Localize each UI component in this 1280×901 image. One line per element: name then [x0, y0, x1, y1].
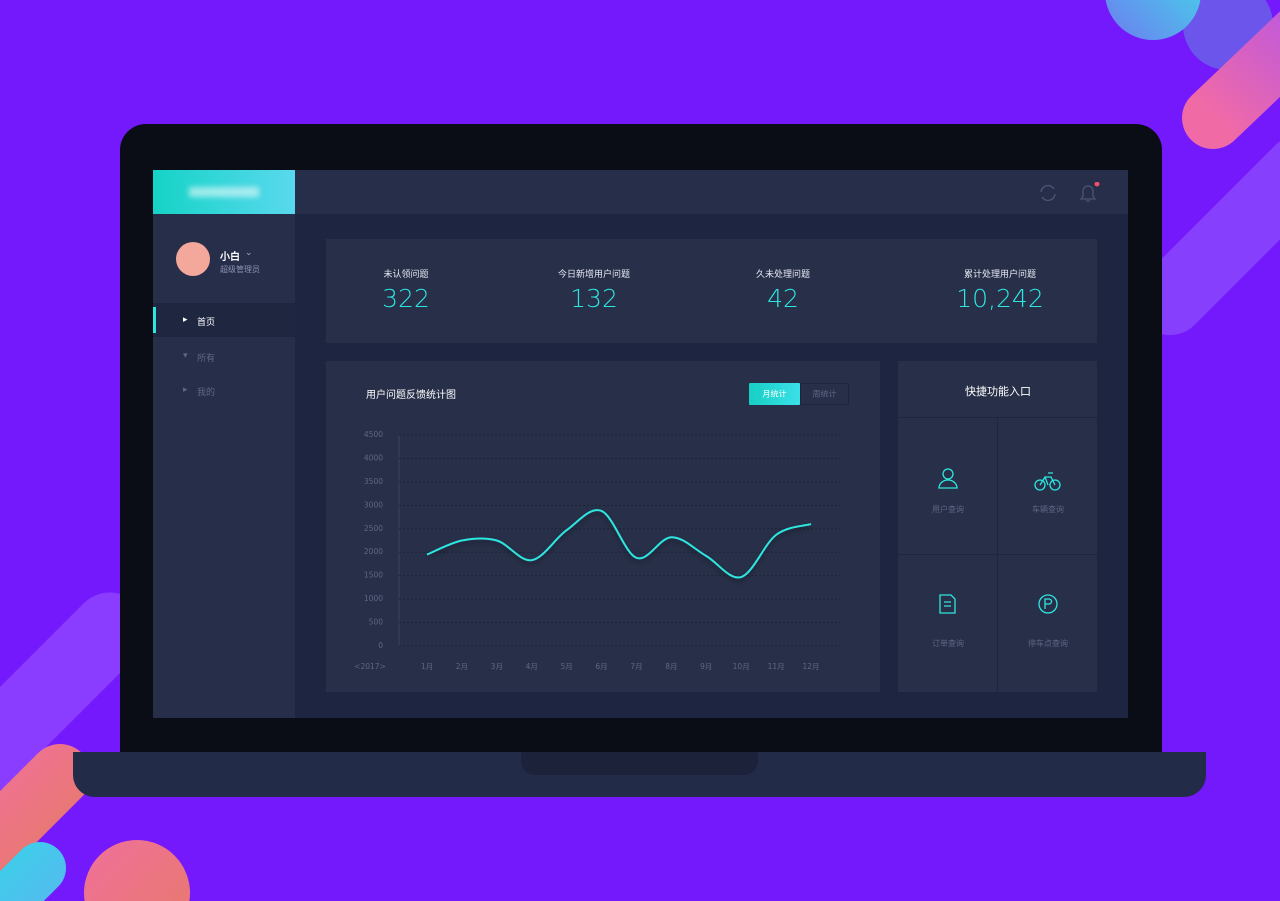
- menu-item[interactable]: 所有: [197, 354, 216, 364]
- user-role: 超级管理员: [220, 265, 260, 274]
- shortcut-label[interactable]: 用户查询: [932, 505, 964, 514]
- x-tick-label: 3月: [491, 662, 503, 671]
- stat-value: 322: [382, 284, 430, 313]
- shortcuts-card: 快捷功能入口 用户查询 车辆查询 订单查询 停车点查询: [898, 361, 1097, 692]
- menu-caret: ▸: [183, 315, 188, 325]
- logo-blur: [189, 187, 259, 197]
- shortcut-label[interactable]: 车辆查询: [1032, 505, 1064, 514]
- chart: 用户问题反馈统计图 月统计 周统计 <2017> 0 500 1000 1500 200…: [354, 383, 849, 671]
- stat-value: 42: [767, 284, 799, 313]
- x-axis-label: <2017>: [354, 662, 386, 671]
- divider: [898, 554, 1097, 555]
- menu-item[interactable]: 首页: [197, 318, 216, 328]
- shortcut-icons: [938, 468, 1061, 614]
- screen: 小白 ⌄ 超级管理员 ▸ 首页 ▾ 所有 ▸ 我的 未认领问题 322 今日新增…: [153, 170, 1128, 718]
- shortcut-label[interactable]: 停车点查询: [1028, 639, 1068, 648]
- x-tick-label: 1月: [421, 662, 433, 671]
- refresh-icon[interactable]: [1040, 184, 1056, 202]
- y-tick-label: 500: [369, 618, 384, 627]
- stat-value: 132: [570, 284, 618, 313]
- sidebar: 小白 ⌄ 超级管理员 ▸ 首页 ▾ 所有 ▸ 我的: [153, 214, 295, 718]
- user-icon[interactable]: [938, 468, 958, 489]
- x-tick-label: 8月: [665, 662, 677, 671]
- stat-label: 累计处理用户问题: [963, 270, 1037, 280]
- stat-label: 久未处理问题: [755, 270, 811, 280]
- shortcut-label[interactable]: 订单查询: [932, 639, 964, 648]
- top-bar: [153, 170, 1128, 214]
- tab-label[interactable]: 周统计: [813, 389, 837, 399]
- y-tick-label: 1500: [364, 571, 383, 580]
- stat-label: 今日新增用户问题: [557, 270, 631, 280]
- x-tick-label: 11月: [768, 662, 785, 671]
- y-tick-label: 2000: [364, 547, 383, 556]
- y-tick-label: 1000: [364, 594, 383, 603]
- y-tick-label: 3500: [364, 477, 383, 486]
- notification-dot: [1094, 182, 1100, 187]
- menu-item[interactable]: 我的: [197, 388, 216, 398]
- menu-active-bg: [153, 303, 295, 337]
- logo: [153, 170, 295, 214]
- x-tick-label: 9月: [700, 662, 712, 671]
- y-tick-label: 0: [378, 641, 383, 650]
- x-tick-label: 4月: [526, 662, 538, 671]
- x-tick-label: 12月: [802, 662, 819, 671]
- chart-title: 用户问题反馈统计图: [366, 388, 456, 401]
- bike-icon[interactable]: [1034, 472, 1061, 491]
- y-tick-label: 4500: [364, 430, 383, 439]
- bell-icon[interactable]: [1079, 185, 1097, 202]
- y-tick-label: 4000: [364, 453, 383, 462]
- y-tick-label: 3000: [364, 500, 383, 509]
- tab[interactable]: [800, 383, 849, 405]
- y-tick-label: 2500: [364, 524, 383, 533]
- chevron[interactable]: ⌄: [245, 248, 253, 258]
- avatar: [176, 242, 210, 276]
- data-line: [426, 509, 812, 579]
- stat-value: 10,242: [956, 284, 1044, 313]
- chart-card: [326, 361, 880, 692]
- order-icon[interactable]: [939, 594, 956, 614]
- x-tick-label: 2月: [456, 662, 468, 671]
- x-tick-label: 6月: [595, 662, 607, 671]
- stat-label: 未认领问题: [383, 270, 429, 280]
- tab-active[interactable]: [749, 383, 800, 405]
- tab-label[interactable]: 月统计: [763, 389, 787, 399]
- stats-card: 未认领问题 322 今日新增用户问题 132 久未处理问题 42 累计处理用户问…: [326, 239, 1097, 343]
- laptop-notch: [521, 752, 758, 775]
- x-tick-label: 7月: [630, 662, 642, 671]
- menu-active-bar: [153, 307, 156, 333]
- x-tick-label: 5月: [560, 662, 572, 671]
- menu-caret: ▾: [183, 351, 188, 361]
- top-icons: [1040, 182, 1100, 202]
- menu-caret: ▸: [183, 385, 188, 395]
- x-tick-label: 10月: [733, 662, 750, 671]
- user-name[interactable]: 小白: [220, 252, 240, 263]
- parking-icon[interactable]: [1038, 594, 1058, 614]
- shortcuts-title: 快捷功能入口: [965, 385, 1031, 398]
